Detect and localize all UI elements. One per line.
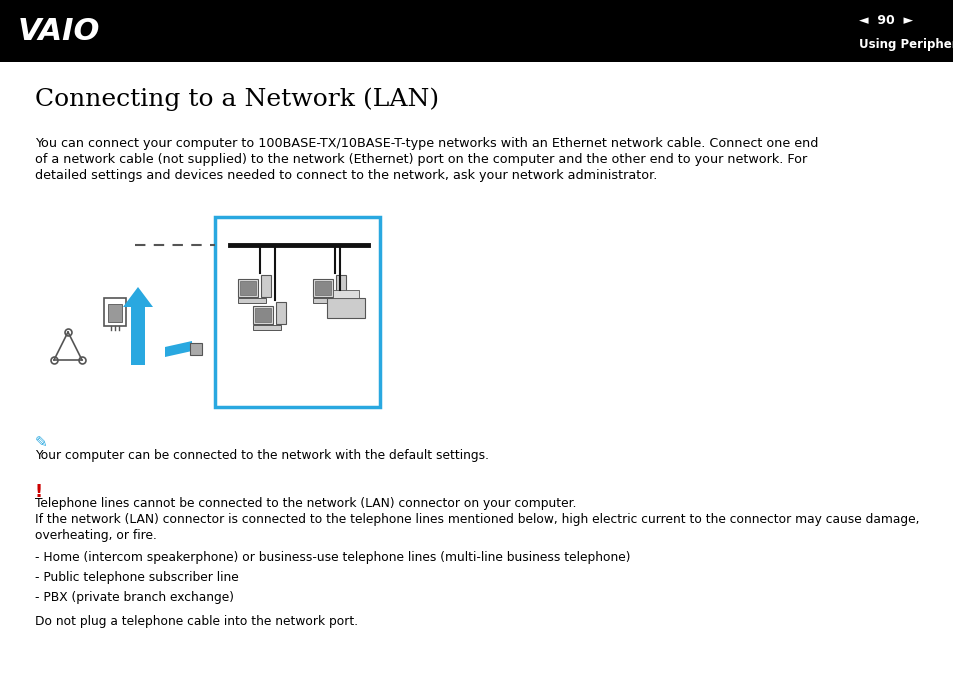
Text: of a network cable (not supplied) to the network (Ethernet) port on the computer: of a network cable (not supplied) to the… xyxy=(35,153,806,166)
Text: Using Peripheral Devices: Using Peripheral Devices xyxy=(858,38,953,51)
Text: VAIO: VAIO xyxy=(18,16,100,46)
Text: ✎: ✎ xyxy=(35,435,48,450)
FancyBboxPatch shape xyxy=(314,281,331,295)
Text: overheating, or fire.: overheating, or fire. xyxy=(35,529,156,542)
FancyBboxPatch shape xyxy=(261,275,271,297)
Text: You can connect your computer to 100BASE-TX/10BASE-T-type networks with an Ether: You can connect your computer to 100BASE… xyxy=(35,137,818,150)
FancyBboxPatch shape xyxy=(253,306,273,324)
Text: - PBX (private branch exchange): - PBX (private branch exchange) xyxy=(35,591,233,604)
FancyBboxPatch shape xyxy=(313,298,340,303)
FancyBboxPatch shape xyxy=(313,279,333,297)
Polygon shape xyxy=(165,341,192,357)
FancyBboxPatch shape xyxy=(104,298,126,326)
FancyBboxPatch shape xyxy=(214,217,379,407)
FancyBboxPatch shape xyxy=(237,279,257,297)
Text: - Home (intercom speakerphone) or business-use telephone lines (multi-line busin: - Home (intercom speakerphone) or busine… xyxy=(35,551,630,564)
Text: Your computer can be connected to the network with the default settings.: Your computer can be connected to the ne… xyxy=(35,449,489,462)
Polygon shape xyxy=(123,287,152,307)
FancyBboxPatch shape xyxy=(333,290,358,298)
FancyBboxPatch shape xyxy=(275,302,286,324)
FancyBboxPatch shape xyxy=(237,298,266,303)
Text: !: ! xyxy=(35,483,43,501)
Text: Do not plug a telephone cable into the network port.: Do not plug a telephone cable into the n… xyxy=(35,615,357,628)
FancyBboxPatch shape xyxy=(240,281,255,295)
FancyBboxPatch shape xyxy=(131,307,145,365)
FancyBboxPatch shape xyxy=(253,325,281,330)
Text: Telephone lines cannot be connected to the network (LAN) connector on your compu: Telephone lines cannot be connected to t… xyxy=(35,497,576,510)
Text: Connecting to a Network (LAN): Connecting to a Network (LAN) xyxy=(35,87,438,111)
Text: detailed settings and devices needed to connect to the network, ask your network: detailed settings and devices needed to … xyxy=(35,169,657,182)
FancyBboxPatch shape xyxy=(254,308,271,322)
FancyBboxPatch shape xyxy=(0,0,953,62)
FancyBboxPatch shape xyxy=(190,343,202,355)
Text: ◄  90  ►: ◄ 90 ► xyxy=(858,14,912,27)
FancyBboxPatch shape xyxy=(108,304,122,322)
Text: - Public telephone subscriber line: - Public telephone subscriber line xyxy=(35,571,238,584)
FancyBboxPatch shape xyxy=(327,298,365,318)
FancyBboxPatch shape xyxy=(335,275,346,297)
Text: If the network (LAN) connector is connected to the telephone lines mentioned bel: If the network (LAN) connector is connec… xyxy=(35,513,919,526)
